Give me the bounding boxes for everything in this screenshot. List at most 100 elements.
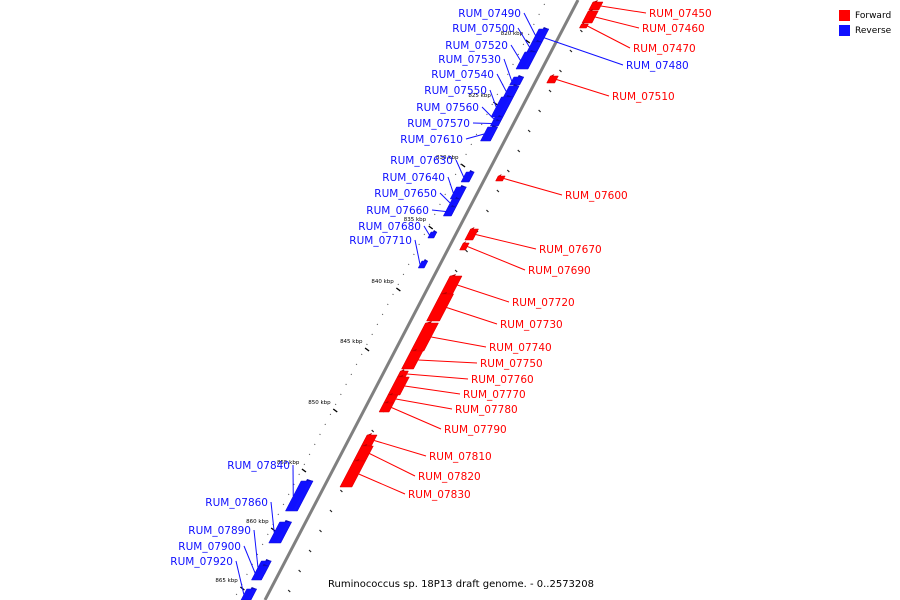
forward-dash xyxy=(517,149,521,153)
scale-tick-label: 830 kbp xyxy=(436,155,459,161)
gene-leader-line xyxy=(455,159,465,178)
gene-label-rum_07570: RUM_07570 xyxy=(407,118,470,130)
scale-dot xyxy=(261,543,264,546)
gene-label-rum_07860: RUM_07860 xyxy=(205,497,268,509)
gene-label-rum_07670: RUM_07670 xyxy=(539,244,602,256)
scale-tick-label: 835 kbp xyxy=(404,217,427,223)
gene-label-rum_07500: RUM_07500 xyxy=(452,23,515,35)
scale-tick-label: 860 kbp xyxy=(246,519,269,525)
gene-highlight xyxy=(509,87,518,96)
gene-highlight xyxy=(428,295,446,320)
gene-highlight xyxy=(538,30,548,41)
legend-item-reverse: Reverse xyxy=(839,23,891,38)
genome-backbone xyxy=(263,0,580,600)
scale-dot xyxy=(340,393,342,396)
gene-label-rum_07780: RUM_07780 xyxy=(455,404,518,416)
forward-dash xyxy=(465,249,469,253)
gene-leader-line xyxy=(465,133,485,140)
gene-label-rum_07550: RUM_07550 xyxy=(424,85,487,97)
scale-dot xyxy=(277,513,280,516)
gene-leader-line xyxy=(243,545,256,574)
forward-dash xyxy=(339,489,343,493)
scale-dot xyxy=(517,53,519,56)
gene-label-rum_07760: RUM_07760 xyxy=(471,374,534,386)
gene-label-rum_07720: RUM_07720 xyxy=(512,297,575,309)
gene-label-rum_07630: RUM_07630 xyxy=(390,155,453,167)
scale-dot xyxy=(381,313,384,316)
gene-leader-line xyxy=(431,209,446,212)
gene-leader-line xyxy=(406,373,469,380)
scale-dot xyxy=(538,13,540,16)
scale-dot xyxy=(319,433,321,436)
scale-dot xyxy=(413,253,415,256)
gene-highlight xyxy=(496,177,501,180)
forward-dash xyxy=(371,429,375,433)
gene-leader-line xyxy=(595,16,640,29)
gene-rum_07760 xyxy=(396,370,409,378)
gene-label-rum_07540: RUM_07540 xyxy=(431,69,494,81)
scale-dot xyxy=(423,233,426,236)
scale-tick-label: 865 kbp xyxy=(215,578,238,584)
gene-label-rum_07520: RUM_07520 xyxy=(445,40,508,52)
gene-label-rum_07510: RUM_07510 xyxy=(612,91,675,103)
gene-leader-line xyxy=(489,89,497,108)
scale-dot xyxy=(527,33,530,36)
gene-leader-line xyxy=(523,12,536,36)
forward-dash xyxy=(298,569,302,573)
scale-tick-label: 820 kbp xyxy=(501,31,524,37)
gene-highlight xyxy=(495,122,500,125)
gene-highlight xyxy=(498,98,512,116)
gene-highlight xyxy=(486,128,497,140)
scale-dot xyxy=(418,243,420,246)
scale-dot xyxy=(522,43,525,46)
forward-dash xyxy=(287,589,291,593)
gene-leader-line xyxy=(395,398,453,410)
gene-leader-line xyxy=(235,560,245,595)
gene-leader-line xyxy=(457,284,510,303)
gene-label-rum_07830: RUM_07830 xyxy=(408,489,471,501)
gene-leader-line xyxy=(496,73,507,92)
scale-dot xyxy=(480,123,483,126)
scale-tick-label: 845 kbp xyxy=(340,339,363,345)
forward-dash xyxy=(329,509,333,513)
gene-leader-line xyxy=(418,359,478,364)
gene-highlight xyxy=(453,200,459,206)
scale-dot xyxy=(439,203,441,206)
gene-leader-line xyxy=(503,178,563,196)
scale-dot xyxy=(465,153,467,156)
forward-dash xyxy=(454,269,458,273)
forward-dash xyxy=(527,129,531,133)
gene-label-rum_07490: RUM_07490 xyxy=(458,8,521,20)
scale-dot xyxy=(350,373,353,376)
scale-dot xyxy=(235,593,238,596)
scale-dot xyxy=(345,383,347,386)
scale-dot xyxy=(496,93,499,96)
scale-tick-mark xyxy=(428,225,434,230)
scale-dot xyxy=(298,473,300,476)
gene-highlight xyxy=(580,25,584,27)
gene-label-rum_07680: RUM_07680 xyxy=(358,221,421,233)
gene-highlight xyxy=(523,53,536,68)
gene-highlight xyxy=(460,244,466,249)
gene-rum_07470 xyxy=(578,23,589,29)
scale-dot xyxy=(470,143,473,146)
forward-swatch xyxy=(839,10,850,21)
forward-dash xyxy=(496,189,500,193)
scale-dot xyxy=(460,163,462,166)
gene-label-rum_07820: RUM_07820 xyxy=(418,471,481,483)
gene-leader-line xyxy=(517,27,530,48)
gene-highlight xyxy=(341,462,358,486)
gene-highlight xyxy=(385,396,392,402)
scale-dot xyxy=(308,453,311,456)
gene-label-rum_07610: RUM_07610 xyxy=(400,134,463,146)
gene-highlight xyxy=(466,173,474,181)
gene-label-rum_07810: RUM_07810 xyxy=(429,451,492,463)
scale-dot xyxy=(392,293,394,296)
gene-leader-line xyxy=(414,239,421,265)
gene-highlight xyxy=(257,567,268,579)
gene-label-rum_07530: RUM_07530 xyxy=(438,54,501,66)
forward-dash xyxy=(319,529,322,533)
gene-leader-line xyxy=(270,501,275,533)
scale-dot xyxy=(434,213,436,216)
scale-tick-mark xyxy=(364,347,370,352)
